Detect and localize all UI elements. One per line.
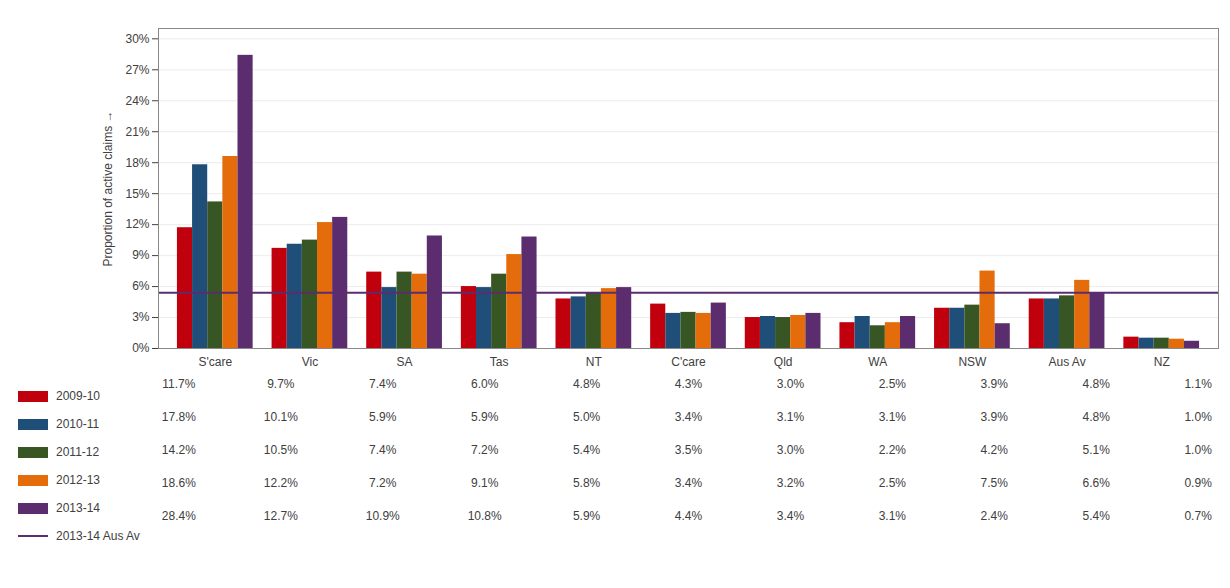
svg-text:WA: WA bbox=[868, 355, 887, 369]
svg-text:5.9%: 5.9% bbox=[369, 410, 397, 424]
svg-text:3.9%: 3.9% bbox=[981, 410, 1009, 424]
svg-text:7.4%: 7.4% bbox=[369, 443, 397, 457]
svg-text:4.8%: 4.8% bbox=[1083, 378, 1111, 391]
svg-text:10.1%: 10.1% bbox=[264, 410, 298, 424]
svg-text:3.4%: 3.4% bbox=[777, 509, 805, 523]
svg-text:2.4%: 2.4% bbox=[981, 509, 1009, 523]
svg-text:1.0%: 1.0% bbox=[1184, 410, 1212, 424]
svg-text:15%: 15% bbox=[125, 187, 149, 201]
svg-text:3.2%: 3.2% bbox=[777, 476, 805, 490]
svg-text:S'care: S'care bbox=[198, 355, 232, 369]
svg-text:3.9%: 3.9% bbox=[981, 378, 1009, 391]
svg-text:11.7%: 11.7% bbox=[162, 378, 195, 391]
svg-text:0.9%: 0.9% bbox=[1184, 476, 1212, 490]
svg-text:18.6%: 18.6% bbox=[162, 476, 196, 490]
svg-text:C'care: C'care bbox=[671, 355, 706, 369]
svg-text:24%: 24% bbox=[125, 94, 149, 108]
html-text:2010-11: 2010-11 bbox=[56, 417, 100, 431]
svg-text:27%: 27% bbox=[125, 63, 149, 77]
svg-text:5.4%: 5.4% bbox=[1083, 509, 1111, 523]
svg-text:30%: 30% bbox=[125, 32, 149, 46]
svg-text:5.4%: 5.4% bbox=[573, 443, 601, 457]
svg-text:3.0%: 3.0% bbox=[777, 378, 805, 391]
svg-text:3.1%: 3.1% bbox=[879, 509, 907, 523]
svg-text:NSW: NSW bbox=[958, 355, 987, 369]
svg-text:6%: 6% bbox=[132, 279, 150, 293]
svg-text:5.9%: 5.9% bbox=[573, 509, 601, 523]
html-text:2012-13: 2012-13 bbox=[56, 473, 100, 487]
html-text:2013-14 Aus Av: 2013-14 Aus Av bbox=[56, 529, 140, 543]
html-text:2009-10: 2009-10 bbox=[56, 389, 100, 403]
svg-text:4.2%: 4.2% bbox=[981, 443, 1009, 457]
svg-text:1.1%: 1.1% bbox=[1184, 378, 1212, 391]
svg-text:3.4%: 3.4% bbox=[675, 476, 703, 490]
svg-text:0%: 0% bbox=[132, 341, 150, 355]
svg-text:NT: NT bbox=[586, 355, 603, 369]
svg-text:12%: 12% bbox=[125, 217, 149, 231]
svg-text:12.2%: 12.2% bbox=[264, 476, 298, 490]
svg-text:3.1%: 3.1% bbox=[777, 410, 805, 424]
html-text:2011-12: 2011-12 bbox=[56, 445, 100, 459]
svg-text:1.0%: 1.0% bbox=[1184, 443, 1212, 457]
svg-text:10.9%: 10.9% bbox=[366, 509, 400, 523]
svg-text:10.8%: 10.8% bbox=[468, 509, 502, 523]
svg-text:7.5%: 7.5% bbox=[981, 476, 1009, 490]
svg-text:14.2%: 14.2% bbox=[162, 443, 196, 457]
svg-text:4.3%: 4.3% bbox=[675, 378, 703, 391]
svg-text:9.1%: 9.1% bbox=[471, 476, 499, 490]
svg-text:5.9%: 5.9% bbox=[471, 410, 499, 424]
svg-text:NZ: NZ bbox=[1154, 355, 1170, 369]
svg-text:17.8%: 17.8% bbox=[162, 410, 196, 424]
svg-text:Qld: Qld bbox=[774, 355, 793, 369]
svg-text:18%: 18% bbox=[125, 156, 149, 170]
svg-text:3.0%: 3.0% bbox=[777, 443, 805, 457]
svg-text:4.8%: 4.8% bbox=[573, 378, 601, 391]
svg-text:12.7%: 12.7% bbox=[264, 509, 298, 523]
svg-text:7.2%: 7.2% bbox=[369, 476, 397, 490]
svg-text:2.2%: 2.2% bbox=[879, 443, 907, 457]
svg-text:4.8%: 4.8% bbox=[1083, 410, 1111, 424]
svg-text:6.0%: 6.0% bbox=[471, 378, 499, 391]
svg-text:Aus Av: Aus Av bbox=[1049, 355, 1086, 369]
svg-text:3%: 3% bbox=[132, 310, 150, 324]
svg-text:2.5%: 2.5% bbox=[879, 476, 907, 490]
svg-text:4.4%: 4.4% bbox=[675, 509, 703, 523]
svg-text:3.1%: 3.1% bbox=[879, 410, 907, 424]
svg-text:Proportion of active claims →: Proportion of active claims → bbox=[101, 110, 115, 266]
svg-text:3.5%: 3.5% bbox=[675, 443, 703, 457]
svg-text:3.4%: 3.4% bbox=[675, 410, 703, 424]
html-text:2013-14: 2013-14 bbox=[56, 501, 100, 515]
svg-text:0.7%: 0.7% bbox=[1184, 509, 1212, 523]
svg-text:21%: 21% bbox=[125, 125, 149, 139]
svg-text:6.6%: 6.6% bbox=[1083, 476, 1111, 490]
svg-text:Vic: Vic bbox=[302, 355, 318, 369]
svg-text:5.1%: 5.1% bbox=[1083, 443, 1111, 457]
svg-text:7.2%: 7.2% bbox=[471, 443, 499, 457]
svg-text:5.8%: 5.8% bbox=[573, 476, 601, 490]
svg-text:9%: 9% bbox=[132, 248, 150, 262]
svg-text:7.4%: 7.4% bbox=[369, 378, 397, 391]
svg-text:5.0%: 5.0% bbox=[573, 410, 601, 424]
svg-text:10.5%: 10.5% bbox=[264, 443, 298, 457]
svg-text:28.4%: 28.4% bbox=[162, 509, 196, 523]
svg-text:Tas: Tas bbox=[490, 355, 509, 369]
svg-text:2.5%: 2.5% bbox=[879, 378, 907, 391]
svg-text:SA: SA bbox=[397, 355, 413, 369]
svg-text:9.7%: 9.7% bbox=[267, 378, 295, 391]
